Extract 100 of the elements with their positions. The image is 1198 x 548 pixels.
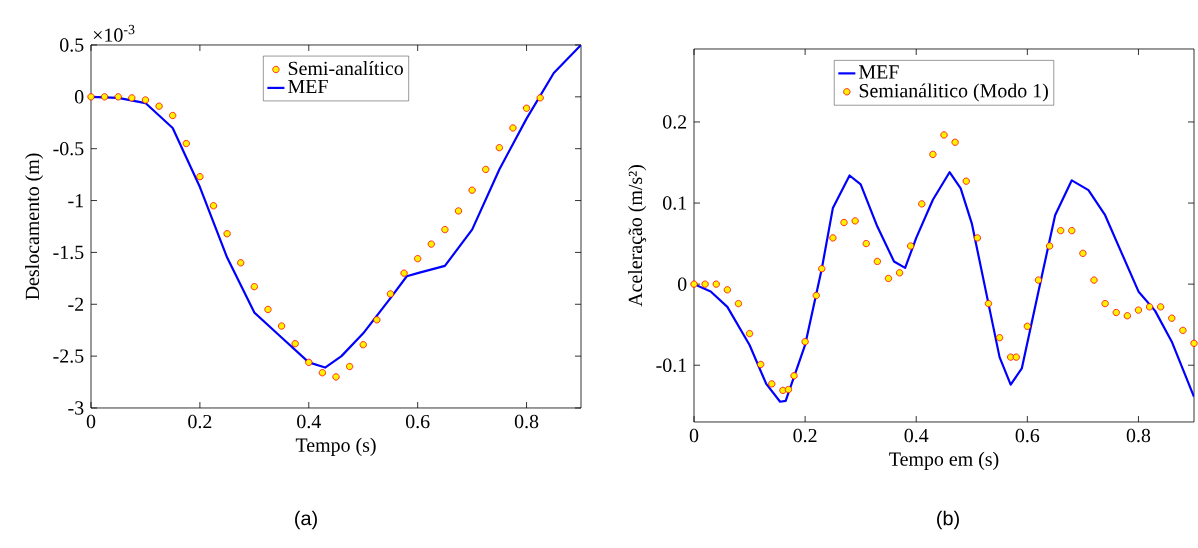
point bbox=[114, 93, 122, 101]
point bbox=[223, 230, 231, 238]
x-tick-label: 0.2 bbox=[793, 428, 817, 443]
point bbox=[1023, 322, 1031, 330]
point bbox=[734, 300, 743, 308]
y-tick-label: -2.5 bbox=[53, 349, 84, 363]
point bbox=[818, 265, 826, 273]
legend-label: MEF bbox=[288, 79, 328, 93]
point bbox=[1068, 227, 1076, 235]
point bbox=[801, 338, 809, 346]
point bbox=[973, 234, 981, 242]
point bbox=[784, 385, 793, 394]
x-tick-label: 0.6 bbox=[405, 414, 430, 429]
point bbox=[873, 257, 881, 266]
point bbox=[264, 305, 272, 314]
point bbox=[291, 340, 299, 348]
point bbox=[1045, 242, 1054, 250]
y-tick-label: -0.1 bbox=[656, 358, 686, 372]
y-tick-label: 0.2 bbox=[663, 115, 687, 129]
point bbox=[1034, 276, 1043, 284]
point bbox=[895, 269, 904, 277]
point bbox=[812, 291, 820, 300]
point bbox=[128, 94, 136, 102]
point bbox=[482, 165, 490, 174]
point bbox=[1101, 300, 1109, 308]
point bbox=[1112, 308, 1120, 317]
legend-label: Semianálitico (Modo 1) bbox=[859, 83, 1048, 102]
text: (a) bbox=[295, 510, 317, 530]
point bbox=[962, 177, 970, 185]
y-tick-label: 0 bbox=[677, 277, 687, 291]
point bbox=[995, 334, 1004, 342]
point bbox=[851, 217, 859, 225]
point bbox=[1157, 303, 1165, 311]
point bbox=[907, 242, 915, 250]
point bbox=[701, 280, 709, 288]
point bbox=[951, 138, 959, 146]
point bbox=[984, 300, 993, 308]
point bbox=[468, 186, 476, 194]
point bbox=[918, 200, 926, 208]
point bbox=[141, 96, 150, 104]
y-tick-label: 0 bbox=[74, 90, 84, 104]
x-tick-label: 0.8 bbox=[1126, 428, 1151, 443]
y-tick-label: -2 bbox=[68, 297, 84, 311]
point bbox=[454, 207, 463, 215]
point bbox=[1012, 353, 1020, 361]
point bbox=[723, 286, 731, 294]
point bbox=[862, 240, 870, 248]
point bbox=[1079, 249, 1087, 257]
point bbox=[790, 372, 798, 380]
x-tick-label: 0.4 bbox=[297, 414, 321, 429]
point bbox=[884, 274, 893, 283]
point bbox=[768, 380, 776, 388]
point bbox=[1168, 314, 1176, 322]
y-axis-title: Deslocamento (m) bbox=[25, 153, 44, 300]
point bbox=[332, 373, 340, 381]
point bbox=[250, 283, 258, 291]
point bbox=[509, 124, 517, 132]
y-tick-label: 0.5 bbox=[60, 38, 84, 52]
x-tick-label: 0.4 bbox=[904, 428, 929, 443]
point bbox=[101, 93, 109, 101]
point bbox=[277, 322, 286, 330]
point bbox=[829, 234, 837, 242]
point bbox=[346, 362, 354, 371]
point bbox=[690, 280, 698, 288]
point bbox=[441, 226, 449, 234]
point bbox=[318, 369, 326, 377]
x-tick-label: 0 bbox=[86, 414, 96, 429]
point bbox=[305, 358, 313, 366]
point bbox=[712, 280, 720, 288]
point bbox=[840, 218, 848, 227]
point bbox=[155, 102, 163, 110]
point bbox=[237, 259, 245, 267]
point bbox=[745, 330, 754, 338]
point bbox=[1057, 227, 1065, 235]
y-tick-label: -1.5 bbox=[53, 245, 84, 260]
point bbox=[400, 269, 408, 277]
point bbox=[536, 94, 544, 102]
point bbox=[495, 144, 503, 152]
point bbox=[414, 255, 422, 263]
legend-label: Semi-analítico bbox=[288, 61, 403, 76]
point bbox=[87, 93, 95, 101]
legend-label: MEF bbox=[859, 65, 899, 79]
y-tick-label: -0.5 bbox=[53, 141, 84, 156]
point bbox=[427, 240, 435, 248]
x-axis-title: Tempo (s) bbox=[295, 437, 376, 456]
point bbox=[1145, 303, 1154, 311]
x-tick-label: 0.8 bbox=[514, 414, 539, 429]
x-tick-label: 0.2 bbox=[188, 414, 212, 429]
text: (b) bbox=[937, 510, 959, 530]
x-tick-label: 0 bbox=[689, 428, 699, 443]
point bbox=[196, 173, 204, 181]
text: ×10$^{-3}$ bbox=[93, 24, 135, 42]
point bbox=[182, 139, 190, 148]
point bbox=[386, 290, 395, 298]
point bbox=[169, 111, 177, 120]
point bbox=[757, 360, 765, 369]
point bbox=[1123, 312, 1131, 320]
point bbox=[209, 202, 218, 210]
y-axis-title: Aceleração (m/s²) bbox=[628, 165, 647, 307]
x-axis-title: Tempo em (s) bbox=[889, 451, 999, 470]
